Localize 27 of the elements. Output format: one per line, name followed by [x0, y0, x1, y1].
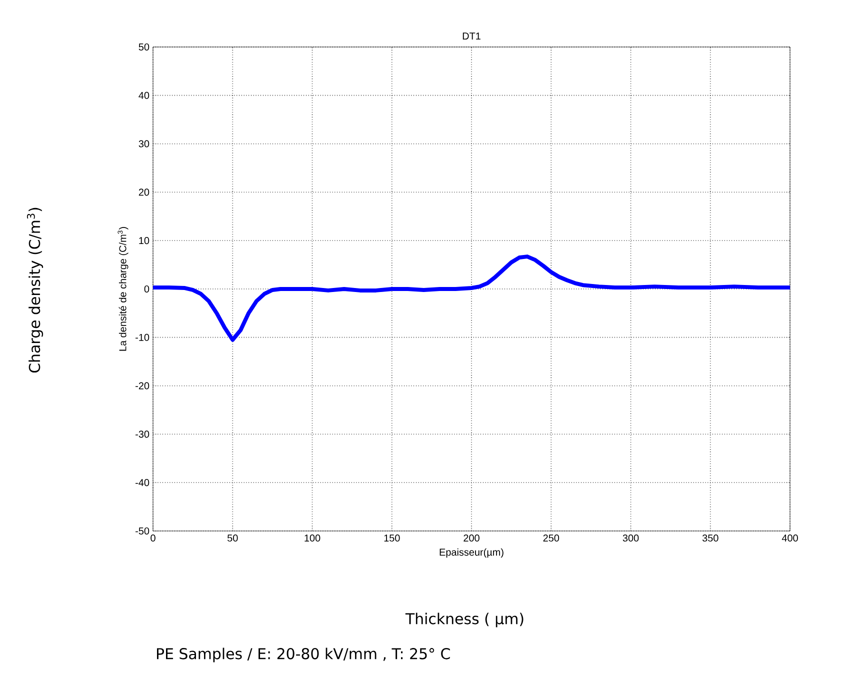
x-tick-label: 400	[782, 534, 798, 542]
x-tick-label: 100	[304, 534, 320, 542]
y-tick-label: 20	[138, 188, 150, 196]
text: Charge density (C/m$^{3}$)	[26, 208, 44, 373]
x-axis-title: Epaisseur(µm)	[440, 548, 504, 558]
chart-title: DT1	[462, 32, 480, 40]
x-tick-label: 200	[464, 534, 480, 542]
x-tick-label: 300	[622, 534, 639, 542]
y-tick-label: -40	[136, 479, 150, 486]
y-tick-label: 40	[138, 92, 150, 99]
text: Thickness ( µm)	[405, 612, 524, 628]
y-tick-label: -30	[136, 430, 150, 438]
x-tick-label: 250	[543, 534, 560, 542]
y-tick-label: -20	[136, 382, 150, 390]
text: PE Samples / E: 20-80 kV/mm , T: 25° C	[156, 648, 450, 662]
y-tick-label: 50	[138, 43, 150, 51]
line-series	[153, 254, 790, 342]
y-axis-title: La densité de charge (C/m$^{3}$)	[118, 227, 128, 351]
y-tick-label: 30	[138, 140, 150, 148]
y-tick-label: -10	[136, 334, 150, 341]
y-tick-label: 0	[144, 285, 150, 293]
x-tick-label: 350	[702, 534, 718, 542]
x-tick-label: 50	[228, 534, 238, 542]
y-tick-label: 10	[139, 237, 150, 244]
x-tick-label: 150	[384, 534, 400, 542]
y-tick-label: -50	[136, 527, 150, 535]
x-tick-label: 0	[150, 534, 156, 542]
